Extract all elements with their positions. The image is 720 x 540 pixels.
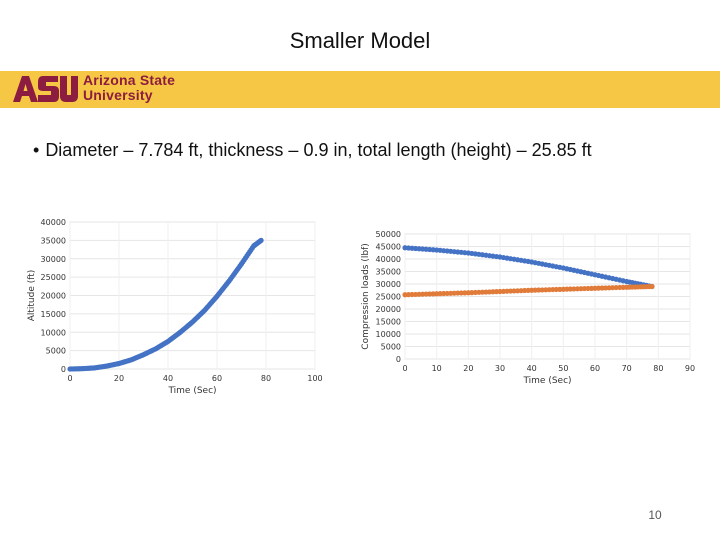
data-point bbox=[258, 237, 264, 243]
y-tick-label: 10000 bbox=[376, 330, 401, 339]
y-tick-label: 40000 bbox=[41, 218, 66, 227]
y-tick-label: 5000 bbox=[381, 343, 401, 352]
y-axis-label: Compression loads (lbf) bbox=[361, 243, 371, 349]
asu-logo-text: Arizona State University bbox=[83, 72, 176, 103]
compression-chart: 0 5000 10000 15000 20000 25000 30000 35000 40000… bbox=[358, 222, 703, 392]
x-tick-label: 80 bbox=[653, 364, 663, 373]
x-tick-label: 70 bbox=[622, 364, 632, 373]
page-number: 10 bbox=[648, 508, 662, 522]
x-tick-label: 90 bbox=[685, 364, 695, 373]
y-tick-label: 25000 bbox=[41, 273, 66, 282]
x-axis-label: Time (Sec) bbox=[522, 376, 571, 386]
y-tick-label: 0 bbox=[396, 355, 401, 364]
y-tick-label: 20000 bbox=[41, 292, 66, 301]
x-tick-label: 0 bbox=[67, 374, 72, 383]
bullet-dot-icon: • bbox=[33, 140, 40, 160]
y-tick-label: 25000 bbox=[376, 293, 401, 302]
x-tick-label: 20 bbox=[114, 374, 124, 383]
x-axis-label: Time (Sec) bbox=[167, 386, 216, 396]
x-tick-label: 10 bbox=[432, 364, 442, 373]
y-tick-label: 50000 bbox=[376, 230, 401, 239]
y-axis-label: Altitude (ft) bbox=[27, 270, 37, 322]
x-tick-label: 80 bbox=[261, 374, 271, 383]
asu-logo-mark bbox=[13, 74, 79, 109]
x-tick-label: 60 bbox=[590, 364, 600, 373]
x-tick-label: 30 bbox=[495, 364, 505, 373]
y-tick-label: 5000 bbox=[46, 347, 66, 356]
y-tick-label: 15000 bbox=[41, 310, 66, 319]
x-tick-label: 0 bbox=[402, 364, 407, 373]
altitude-chart: 0 5000 10000 15000 20000 25000 30000 35000 40000… bbox=[22, 210, 342, 405]
y-tick-label: 15000 bbox=[376, 318, 401, 327]
x-tick-label: 20 bbox=[463, 364, 473, 373]
university-banner: Arizona State University bbox=[0, 71, 720, 108]
x-tick-label: 60 bbox=[212, 374, 222, 383]
y-tick-label: 20000 bbox=[376, 305, 401, 314]
y-tick-label: 0 bbox=[61, 365, 66, 374]
x-tick-label: 100 bbox=[307, 374, 322, 383]
slide-title: Smaller Model bbox=[289, 28, 431, 53]
x-tick-label: 40 bbox=[527, 364, 537, 373]
y-tick-label: 35000 bbox=[41, 236, 66, 245]
y-tick-label: 30000 bbox=[41, 255, 66, 264]
x-tick-label: 40 bbox=[163, 374, 173, 383]
y-tick-label: 10000 bbox=[41, 328, 66, 337]
y-tick-label: 30000 bbox=[376, 280, 401, 289]
y-tick-label: 35000 bbox=[376, 268, 401, 277]
data-point bbox=[649, 283, 655, 290]
x-tick-label: 50 bbox=[558, 364, 568, 373]
bullet-text: • Diameter – 7.784 ft, thickness – 0.9 in… bbox=[33, 140, 592, 160]
y-tick-label: 45000 bbox=[376, 243, 401, 252]
y-tick-label: 40000 bbox=[376, 255, 401, 264]
